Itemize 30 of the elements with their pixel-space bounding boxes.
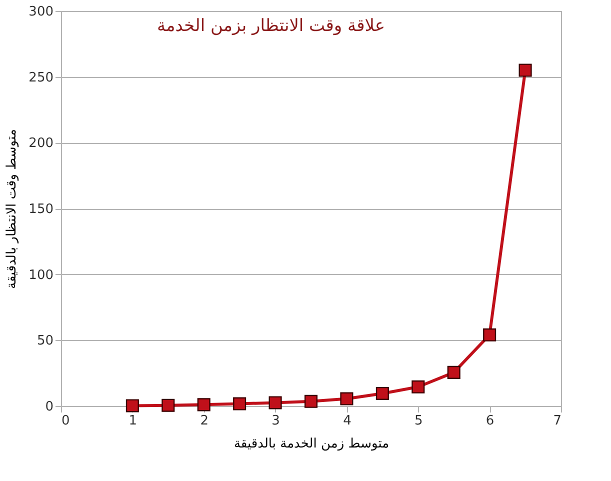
point: [162, 398, 175, 412]
y-tick-label: 50: [36, 334, 54, 349]
x-axis-title: متوسط زمن الخدمة بالدقيقة: [234, 436, 390, 452]
point: [483, 328, 496, 342]
y-tick-label: 100: [28, 268, 54, 283]
y-tick-label: 300: [28, 4, 54, 20]
chart-title: علاقة وقت الانتظار بزمن الخدمة: [157, 16, 385, 36]
x-tick-label: 5: [414, 414, 423, 428]
y-tick-label: 200: [28, 136, 54, 152]
x-tick-label: 6: [486, 414, 494, 428]
point: [233, 397, 246, 410]
x-tick-label: 0: [62, 414, 70, 428]
point: [268, 396, 282, 410]
y-tick-label: 150: [28, 202, 54, 217]
y-axis-title: متوسط وقت الانتظار بالدقيقة: [4, 128, 20, 290]
point: [412, 380, 425, 394]
point: [304, 394, 318, 408]
y-tick-label: 0: [45, 400, 54, 414]
point: [518, 64, 532, 77]
point: [197, 398, 210, 412]
point: [126, 399, 139, 412]
point: [340, 392, 354, 406]
x-tick-label: 7: [553, 414, 562, 428]
x-tick-label: 4: [343, 414, 352, 428]
y-tick-label: 250: [28, 70, 54, 86]
x-tick-label: 2: [200, 414, 208, 428]
point: [376, 386, 389, 400]
x-tick-label: 1: [128, 414, 138, 428]
x-tick-label: 3: [272, 414, 280, 428]
point: [447, 366, 460, 379]
